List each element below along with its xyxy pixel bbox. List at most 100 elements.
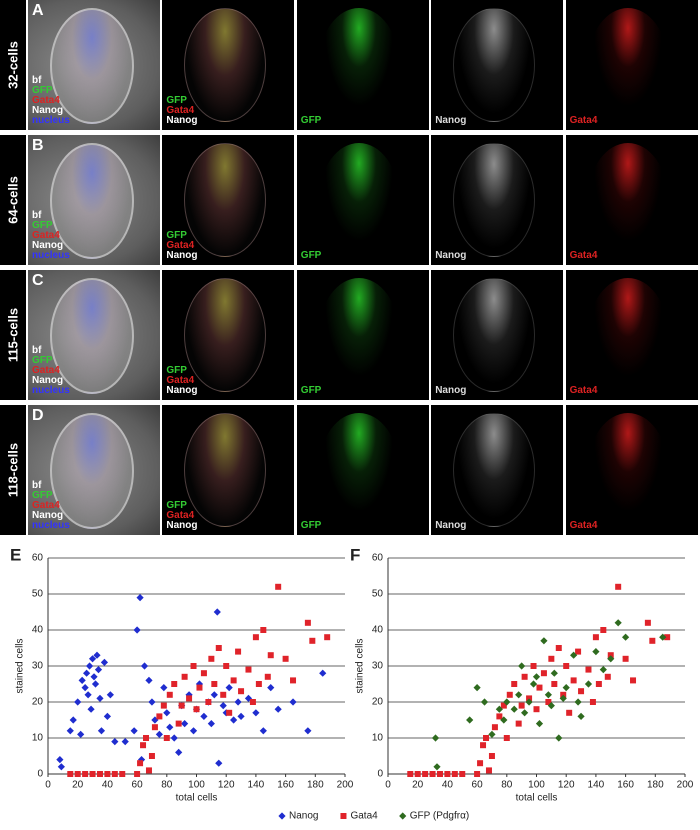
channel-labels: bf GFP Gata4 Nanog nucleus [32, 76, 70, 126]
panel-letter: A [32, 2, 44, 19]
micrograph: Nanog [431, 270, 564, 400]
point [304, 727, 312, 735]
point [134, 771, 141, 777]
channel-labels: Nanog [435, 251, 466, 261]
point [429, 771, 436, 777]
point [160, 702, 167, 709]
point [289, 698, 297, 706]
channel-label: Nanog [435, 385, 467, 396]
embryo [587, 8, 668, 120]
point [540, 670, 547, 677]
x-tick-label: 60 [132, 780, 144, 791]
point [530, 663, 537, 669]
micrograph: Gata4 [565, 405, 698, 535]
embryo [50, 413, 134, 529]
channel-label: Nanog [166, 385, 198, 396]
point [74, 771, 81, 777]
point [570, 677, 577, 684]
point [210, 691, 218, 699]
row-label-box: 64-cells [0, 135, 26, 265]
point [89, 771, 96, 777]
point [459, 771, 466, 777]
x-tick-label: 20 [72, 780, 84, 791]
x-tick-label: 100 [188, 780, 205, 791]
point [83, 669, 91, 677]
micrograph: GFP [296, 405, 429, 535]
point [563, 663, 570, 669]
legend-marker [278, 812, 286, 820]
point [500, 702, 507, 709]
point [309, 637, 316, 644]
x-tick-label: 160 [277, 780, 294, 791]
point [94, 666, 103, 674]
point [200, 712, 208, 720]
point [200, 670, 207, 677]
embryo [318, 8, 399, 120]
channel-labels: Gata4 [570, 386, 598, 396]
point [151, 724, 158, 731]
point [130, 727, 138, 735]
point [488, 730, 496, 738]
micrograph: GFP Gata4 Nanog [162, 270, 295, 400]
point [525, 698, 533, 706]
y-tick-label: 30 [32, 661, 44, 672]
point [592, 648, 600, 656]
point [90, 673, 98, 681]
point [234, 698, 242, 706]
channel-label: bf [32, 480, 42, 491]
channel-label: GFP [300, 250, 322, 261]
point [137, 760, 144, 767]
channel-labels: GFP [301, 521, 322, 531]
embryo [184, 8, 267, 122]
point [570, 651, 578, 659]
embryo [50, 8, 134, 124]
point [74, 698, 82, 706]
point [664, 634, 671, 641]
point [495, 705, 503, 713]
x-axis-label: total cells [516, 793, 558, 804]
point [106, 691, 114, 699]
y-tick-label: 20 [372, 697, 384, 708]
legend-label: Gata4 [350, 811, 378, 822]
y-tick-label: 40 [32, 625, 44, 636]
row-label: 64-cells [5, 176, 21, 224]
embryo [453, 413, 536, 527]
channel-label: GFP [166, 95, 187, 106]
point [175, 748, 183, 756]
point [407, 771, 414, 777]
point [196, 684, 203, 691]
y-tick-label: 60 [32, 553, 44, 564]
micrograph: GFP [296, 270, 429, 400]
point [96, 771, 103, 777]
point [545, 699, 552, 705]
x-tick-label: 40 [442, 780, 454, 791]
point [185, 691, 193, 699]
point [483, 735, 490, 741]
point [584, 680, 593, 688]
row-label: 32-cells [5, 41, 21, 89]
x-tick-label: 120 [218, 780, 235, 791]
point [219, 702, 227, 710]
micrograph: GFP Gata4 Nanog [162, 135, 295, 265]
x-tick-label: 180 [647, 780, 664, 791]
micrograph: Gata4 [565, 270, 698, 400]
channel-label: bf [32, 345, 42, 356]
embryo [50, 278, 134, 394]
channel-label: GFP [300, 115, 322, 126]
point [213, 608, 221, 616]
point [521, 709, 529, 717]
point [555, 645, 562, 651]
point [649, 637, 656, 644]
x-tick-label: 140 [248, 780, 265, 791]
point [238, 688, 245, 695]
micrograph: Nanog [431, 405, 564, 535]
point [275, 583, 282, 590]
x-tick-label: 0 [385, 780, 391, 791]
point [252, 709, 260, 717]
channel-label: Gata4 [32, 230, 60, 241]
channel-label: Gata4 [569, 385, 598, 396]
